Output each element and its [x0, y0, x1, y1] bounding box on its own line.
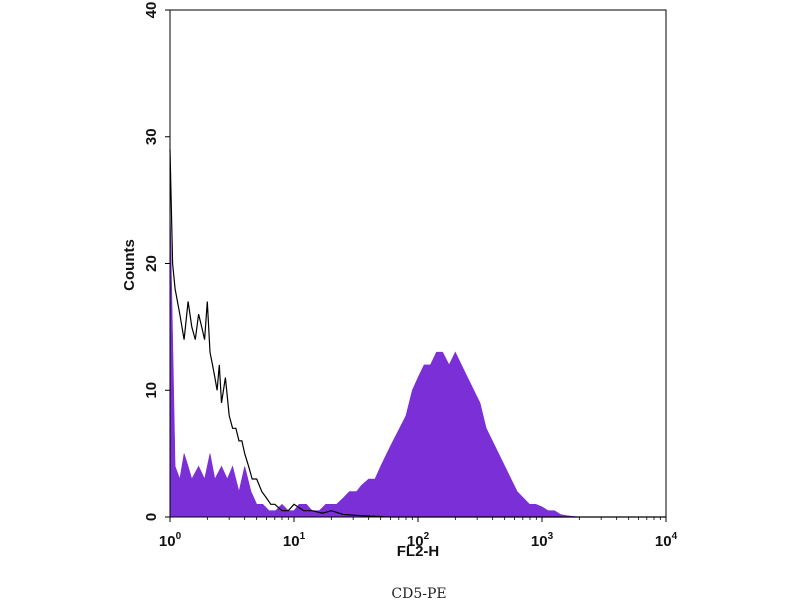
series-control-line: [169, 149, 666, 518]
y-tick-label: 30: [143, 128, 160, 145]
x-axis-title: FL2-H: [397, 543, 440, 560]
x-axis: 100 101 102 103 104: [159, 517, 678, 550]
y-tick-label: 0: [143, 513, 160, 521]
y-tick-label: 40: [143, 2, 160, 19]
x-tick-label: 100: [159, 531, 182, 550]
x-tick-exponent: 3: [548, 531, 554, 542]
x-tick-label: 101: [283, 531, 306, 550]
x-tick-label: 104: [655, 531, 678, 550]
x-tick-exponent: 2: [424, 531, 430, 542]
x-tick-exponent: 1: [300, 531, 306, 542]
y-axis-title: Counts: [121, 239, 138, 291]
x-tick-exponent: 4: [672, 531, 678, 542]
series-stained-area: [169, 200, 666, 518]
x-tick-base: 10: [283, 533, 300, 550]
x-tick-base: 10: [407, 533, 424, 550]
x-tick-exponent: 0: [176, 531, 182, 542]
chart-caption: CD5-PE: [391, 586, 446, 600]
x-tick-base: 10: [531, 533, 548, 550]
y-tick-label: 10: [143, 382, 160, 399]
y-axis: 0 10 20 30 40: [143, 2, 170, 521]
y-tick-label: 20: [143, 255, 160, 272]
x-tick-base: 10: [655, 533, 672, 550]
x-tick-base: 10: [159, 533, 176, 550]
plot-area: [169, 149, 666, 518]
x-tick-label: 103: [531, 531, 554, 550]
x-tick-label: 102: [407, 531, 430, 550]
